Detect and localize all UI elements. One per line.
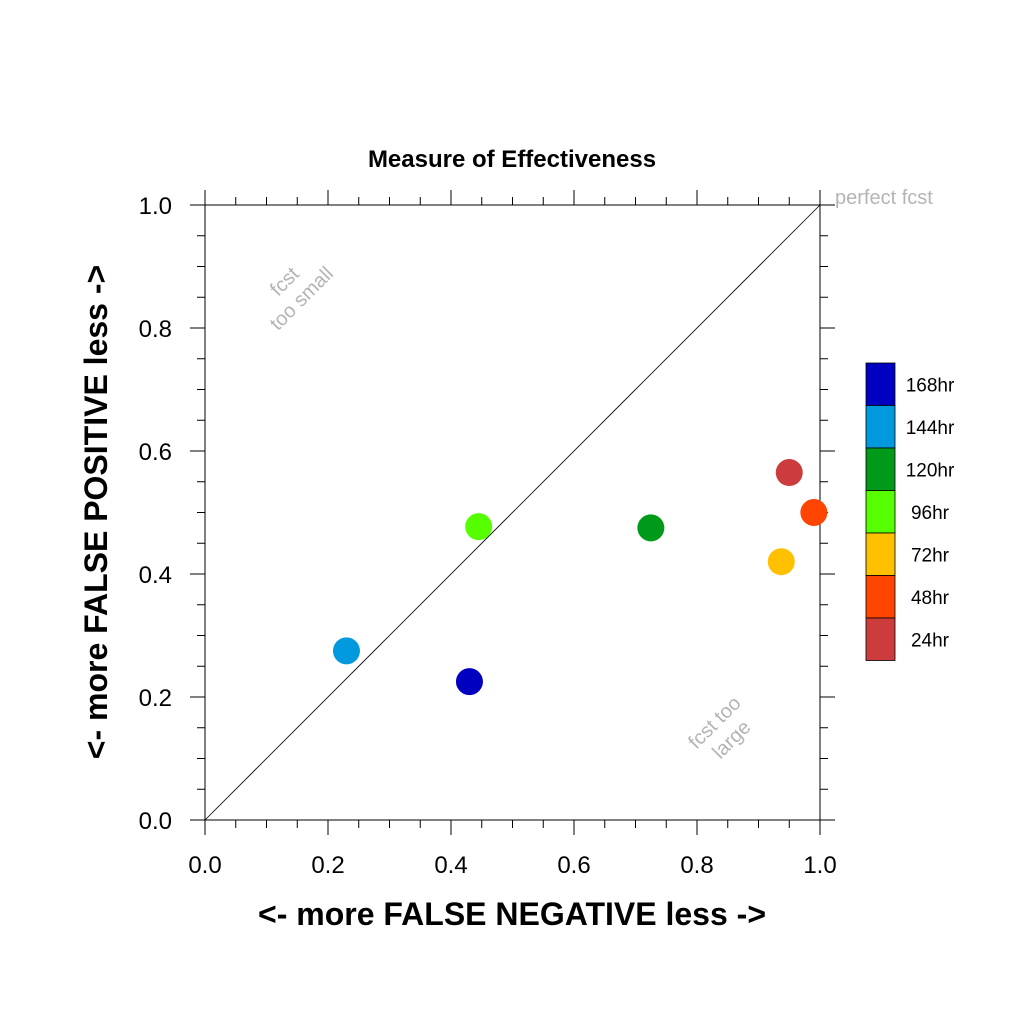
x-tick-label: 0.0 [188, 852, 221, 879]
data-point-144hr [332, 637, 360, 665]
perfect-forecast-diagonal [204, 204, 821, 821]
legend-swatch-144hr [865, 405, 896, 449]
data-point-72hr [767, 548, 795, 576]
x-tick-label: 0.4 [434, 852, 467, 879]
legend: 168hr 144hr 120hr 96hr 72hr 48hr 24hr [865, 362, 955, 661]
annotation-too-small: fcst too small [266, 263, 338, 335]
legend-swatch-168hr [865, 362, 896, 406]
points-layer [332, 459, 828, 696]
annotation-perfect-fcst: perfect fcst [835, 187, 933, 209]
legend-label-48hr: 48hr [911, 588, 950, 609]
legend-swatch-120hr [865, 447, 896, 491]
data-point-48hr [800, 499, 828, 526]
annotation-too-large: fcst too large [684, 692, 755, 763]
chart-title: Measure of Effectiveness [368, 146, 656, 173]
y-tick-label: 1.0 [139, 193, 172, 220]
y-tick-label: 0.2 [139, 685, 172, 712]
legend-label-24hr: 24hr [911, 630, 950, 651]
x-tick-label: 0.6 [557, 852, 590, 879]
legend-swatch-96hr [865, 490, 896, 534]
legend-label-72hr: 72hr [911, 545, 950, 566]
legend-label-144hr: 144hr [906, 418, 955, 439]
y-tick-label: 0.8 [139, 316, 172, 343]
x-tick-label: 0.8 [680, 852, 713, 879]
x-tick-label: 0.2 [311, 852, 344, 879]
legend-label-96hr: 96hr [911, 503, 950, 524]
y-tick-label: 0.0 [139, 808, 172, 835]
data-point-96hr [465, 513, 493, 541]
legend-label-120hr: 120hr [906, 460, 955, 481]
legend-swatch-48hr [865, 575, 896, 619]
x-tick-label: 1.0 [803, 852, 836, 879]
legend-swatch-24hr [865, 617, 896, 661]
data-point-24hr [775, 459, 803, 487]
data-point-168hr [455, 668, 483, 696]
legend-label-168hr: 168hr [906, 375, 955, 396]
y-tick-label: 0.6 [139, 439, 172, 466]
data-point-120hr [637, 514, 665, 542]
x-axis-label: <- more FALSE NEGATIVE less -> [258, 896, 766, 932]
y-tick-label: 0.4 [139, 562, 172, 589]
legend-swatch-72hr [865, 532, 896, 576]
ticks-layer: 0.0 0.2 0.4 0.6 0.8 1.0 0.0 0.2 0.4 0.6 0.8 1.0 [139, 190, 837, 879]
y-axis-label: <- more FALSE POSITIVE less -> [78, 265, 114, 759]
